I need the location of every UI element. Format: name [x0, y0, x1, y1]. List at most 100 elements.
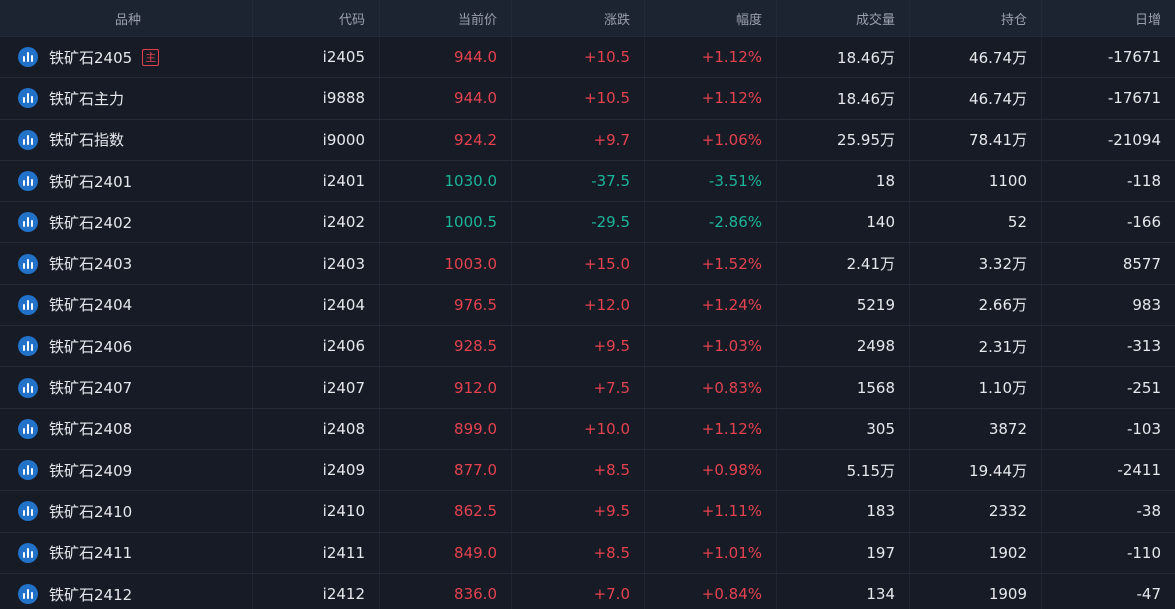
- cell-code: i2404: [253, 284, 380, 326]
- cell-volume: 5219: [777, 284, 910, 326]
- bar-chart-icon: [18, 460, 38, 481]
- column-header-price[interactable]: 当前价: [380, 0, 512, 36]
- bar-chart-icon: [18, 294, 38, 315]
- bar-chart-icon: [18, 542, 38, 563]
- table-row[interactable]: 铁矿石2405 主 i2405 944.0 +10.5 +1.12% 18.46万 46.74…: [0, 37, 1175, 79]
- cell-pct: -2.86%: [645, 202, 777, 243]
- cell-volume: 2498: [777, 326, 910, 367]
- bar-chart-icon: [18, 253, 38, 274]
- column-header-daily-change[interactable]: 日增: [1134, 12, 1161, 28]
- cell-daily-change: -17671: [1107, 89, 1161, 108]
- cell-pct: +0.83%: [645, 367, 777, 408]
- cell-change: +7.5: [512, 367, 645, 408]
- cell-change: +10.0: [512, 408, 645, 449]
- contract-name: 铁矿石2411: [49, 544, 133, 563]
- cell-change: +9.5: [512, 326, 645, 367]
- contract-name: 铁矿石2410: [49, 502, 133, 521]
- cell-name: 铁矿石2408: [0, 408, 253, 449]
- cell-open-interest: 19.44万: [910, 449, 1042, 491]
- cell-code: i2405: [253, 37, 380, 78]
- cell-code: i9000: [253, 119, 380, 160]
- cell-code: i2403: [253, 243, 380, 284]
- cell-name: 铁矿石主力: [0, 78, 253, 119]
- table-row[interactable]: 铁矿石2409 i2409 877.0 +8.5 +0.98% 5.15万 19.44万 -2…: [0, 449, 1175, 492]
- cell-code: i2410: [253, 491, 380, 532]
- table-row[interactable]: 铁矿石2412 i2412 836.0 +7.0 +0.84% 134 1909 -47: [0, 573, 1175, 609]
- bar-chart-icon: [18, 88, 38, 109]
- contract-name: 铁矿石2409: [49, 461, 133, 480]
- table-row[interactable]: 铁矿石2407 i2407 912.0 +7.5 +0.83% 1568 1.10万 -251: [0, 367, 1175, 409]
- cell-pct: +1.01%: [645, 532, 777, 573]
- contract-name: 铁矿石2403: [49, 255, 133, 274]
- table-row[interactable]: 铁矿石2401 i2401 1030.0 -37.5 -3.51% 18 1100 -118: [0, 160, 1175, 203]
- column-header-change[interactable]: 涨跌: [512, 0, 645, 36]
- cell-change: +9.5: [512, 491, 645, 532]
- bar-chart-icon: [18, 212, 38, 233]
- table-body: 铁矿石2405 主 i2405 944.0 +10.5 +1.12% 18.46万 46.74…: [0, 37, 1175, 609]
- column-header-pct[interactable]: 幅度: [645, 0, 777, 36]
- table-row[interactable]: 铁矿石2411 i2411 849.0 +8.5 +1.01% 197 1902 -110: [0, 532, 1175, 574]
- contract-name: 铁矿石2408: [49, 420, 133, 439]
- cell-daily-change: -166: [1126, 213, 1161, 232]
- cell-volume: 25.95万: [777, 119, 910, 160]
- cell-pct: +1.11%: [645, 491, 777, 532]
- cell-code: i2401: [253, 160, 380, 202]
- bar-chart-icon: [18, 171, 38, 192]
- cell-code: i2402: [253, 202, 380, 243]
- contract-name: 铁矿石2401: [49, 172, 133, 191]
- table-row[interactable]: 铁矿石主力 i9888 944.0 +10.5 +1.12% 18.46万 46.74万 -1…: [0, 78, 1175, 120]
- cell-volume: 140: [777, 202, 910, 243]
- table-row[interactable]: 铁矿石2408 i2408 899.0 +10.0 +1.12% 305 3872 -103: [0, 408, 1175, 450]
- column-header-volume[interactable]: 成交量: [777, 0, 910, 36]
- cell-open-interest: 2332: [910, 491, 1042, 532]
- cell-price: 976.5: [380, 284, 512, 326]
- cell-name: 铁矿石2410: [0, 491, 253, 532]
- contract-name: 铁矿石2404: [49, 296, 133, 315]
- cell-pct: +0.84%: [645, 573, 777, 609]
- cell-code: i2408: [253, 408, 380, 449]
- cell-open-interest: 2.31万: [910, 326, 1042, 367]
- cell-daily-change: -2411: [1117, 461, 1161, 480]
- cell-daily-change: -21094: [1107, 130, 1161, 149]
- cell-open-interest: 52: [910, 202, 1042, 243]
- cell-volume: 18.46万: [777, 37, 910, 78]
- cell-volume: 183: [777, 491, 910, 532]
- contract-name: 铁矿石2412: [49, 585, 133, 604]
- table-row[interactable]: 铁矿石2410 i2410 862.5 +9.5 +1.11% 183 2332 -38: [0, 491, 1175, 533]
- cell-open-interest: 1.10万: [910, 367, 1042, 408]
- cell-volume: 197: [777, 532, 910, 573]
- cell-volume: 5.15万: [777, 449, 910, 491]
- table-row[interactable]: 铁矿石2406 i2406 928.5 +9.5 +1.03% 2498 2.31万 -313: [0, 326, 1175, 368]
- cell-volume: 134: [777, 573, 910, 609]
- contract-name: 铁矿石指数: [49, 131, 125, 150]
- table-row[interactable]: 铁矿石2404 i2404 976.5 +12.0 +1.24% 5219 2.66万 983: [0, 284, 1175, 327]
- table-row[interactable]: 铁矿石2403 i2403 1003.0 +15.0 +1.52% 2.41万 3.32万 8…: [0, 243, 1175, 285]
- column-header-open-interest[interactable]: 持仓: [910, 0, 1042, 36]
- cell-name: 铁矿石2404: [0, 284, 253, 326]
- cell-daily-change: -38: [1136, 502, 1162, 521]
- column-header-code[interactable]: 代码: [253, 0, 380, 36]
- cell-price: 944.0: [380, 37, 512, 78]
- cell-price: 924.2: [380, 119, 512, 160]
- cell-open-interest: 46.74万: [910, 37, 1042, 78]
- cell-code: i2407: [253, 367, 380, 408]
- cell-pct: -3.51%: [645, 160, 777, 202]
- column-header-name[interactable]: 品种: [0, 0, 253, 36]
- cell-price: 1030.0: [380, 160, 512, 202]
- bar-chart-icon: [18, 336, 38, 357]
- bar-chart-icon: [18, 129, 38, 150]
- contract-name: 铁矿石2407: [49, 379, 133, 398]
- table-row[interactable]: 铁矿石2402 i2402 1000.5 -29.5 -2.86% 140 52 -166: [0, 202, 1175, 244]
- cell-change: +10.5: [512, 78, 645, 119]
- cell-pct: +1.52%: [645, 243, 777, 284]
- cell-change: +10.5: [512, 37, 645, 78]
- cell-volume: 305: [777, 408, 910, 449]
- table-row[interactable]: 铁矿石指数 i9000 924.2 +9.7 +1.06% 25.95万 78.41万 -21…: [0, 119, 1175, 161]
- cell-change: +8.5: [512, 449, 645, 491]
- cell-name: 铁矿石2412: [0, 573, 253, 609]
- bar-chart-icon: [18, 584, 38, 604]
- cell-daily-change: -17671: [1107, 48, 1161, 67]
- cell-pct: +0.98%: [645, 449, 777, 491]
- cell-pct: +1.03%: [645, 326, 777, 367]
- table-header: 品种 代码 当前价 涨跌 幅度 成交量 持仓 日增: [0, 0, 1175, 37]
